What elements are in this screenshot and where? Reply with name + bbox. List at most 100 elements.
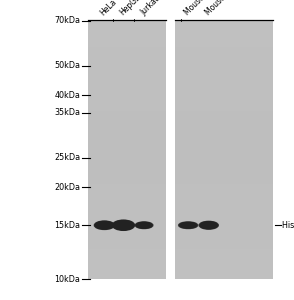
Bar <box>175 77 273 81</box>
Bar <box>175 163 273 167</box>
Text: 15kDa: 15kDa <box>54 221 80 230</box>
Ellipse shape <box>206 224 211 226</box>
Bar <box>88 184 166 189</box>
Bar <box>175 128 273 133</box>
Bar <box>175 214 273 219</box>
Ellipse shape <box>114 221 133 230</box>
Bar <box>88 270 166 275</box>
Bar <box>175 94 273 98</box>
Bar <box>88 25 166 30</box>
Ellipse shape <box>116 222 131 229</box>
Ellipse shape <box>113 220 133 230</box>
Bar <box>175 210 273 214</box>
Bar <box>88 180 166 184</box>
Ellipse shape <box>139 223 149 227</box>
Bar <box>88 219 166 223</box>
Bar <box>88 214 166 219</box>
Bar <box>88 227 166 232</box>
Text: 50kDa: 50kDa <box>54 61 80 70</box>
Bar <box>88 262 166 266</box>
Bar <box>175 184 273 189</box>
Bar <box>175 98 273 103</box>
Bar <box>88 197 166 202</box>
Bar <box>175 47 273 51</box>
Ellipse shape <box>97 222 112 228</box>
Bar <box>88 77 166 81</box>
Ellipse shape <box>180 223 196 228</box>
Bar <box>88 210 166 214</box>
Ellipse shape <box>206 224 212 226</box>
Ellipse shape <box>135 222 153 229</box>
Bar <box>88 236 166 240</box>
Bar <box>88 206 166 210</box>
Bar <box>88 244 166 249</box>
Bar <box>88 133 166 137</box>
Bar <box>88 120 166 124</box>
Bar <box>175 137 273 141</box>
Text: Histone H2A: Histone H2A <box>282 221 294 230</box>
Bar <box>175 244 273 249</box>
Bar <box>88 38 166 43</box>
Bar <box>88 21 166 279</box>
Bar <box>175 219 273 223</box>
Ellipse shape <box>183 224 193 227</box>
Bar <box>88 189 166 193</box>
Ellipse shape <box>201 222 217 229</box>
Bar <box>88 98 166 103</box>
Ellipse shape <box>185 224 191 226</box>
Bar <box>175 51 273 56</box>
Ellipse shape <box>94 221 114 230</box>
Ellipse shape <box>98 223 110 228</box>
Bar <box>88 55 166 60</box>
Bar <box>88 137 166 141</box>
Bar <box>175 227 273 232</box>
Bar <box>175 202 273 206</box>
Bar <box>88 171 166 176</box>
Bar <box>88 60 166 64</box>
Bar <box>175 107 273 111</box>
Bar <box>88 154 166 159</box>
Bar <box>88 266 166 270</box>
Ellipse shape <box>102 224 107 226</box>
Bar <box>175 232 273 236</box>
Text: 70kDa: 70kDa <box>54 16 80 26</box>
Bar <box>175 197 273 202</box>
Ellipse shape <box>137 223 151 228</box>
Bar <box>88 232 166 236</box>
Bar <box>88 274 166 279</box>
Ellipse shape <box>98 222 111 228</box>
Bar <box>175 103 273 107</box>
Bar <box>88 163 166 167</box>
Ellipse shape <box>115 221 132 229</box>
Bar <box>175 270 273 275</box>
Bar <box>88 42 166 47</box>
Ellipse shape <box>202 223 215 228</box>
Ellipse shape <box>136 222 152 228</box>
Ellipse shape <box>140 224 148 226</box>
Bar <box>175 249 273 253</box>
Ellipse shape <box>140 224 148 227</box>
Bar <box>88 158 166 163</box>
Bar <box>175 146 273 150</box>
Bar <box>175 158 273 163</box>
Bar <box>175 133 273 137</box>
Bar <box>175 116 273 120</box>
Bar <box>88 202 166 206</box>
Ellipse shape <box>179 222 197 228</box>
Bar <box>88 21 166 25</box>
Ellipse shape <box>101 224 108 226</box>
Ellipse shape <box>203 223 214 227</box>
Text: Mouse spleen: Mouse spleen <box>183 0 226 17</box>
Bar <box>175 150 273 154</box>
Bar <box>88 111 166 116</box>
Ellipse shape <box>120 224 127 227</box>
Text: HeLa: HeLa <box>98 0 118 17</box>
Bar <box>175 120 273 124</box>
Text: 10kDa: 10kDa <box>54 274 80 284</box>
Ellipse shape <box>178 222 198 229</box>
Ellipse shape <box>117 222 130 228</box>
Bar <box>175 274 273 279</box>
Bar <box>175 236 273 240</box>
Bar <box>175 240 273 244</box>
Bar <box>88 167 166 172</box>
